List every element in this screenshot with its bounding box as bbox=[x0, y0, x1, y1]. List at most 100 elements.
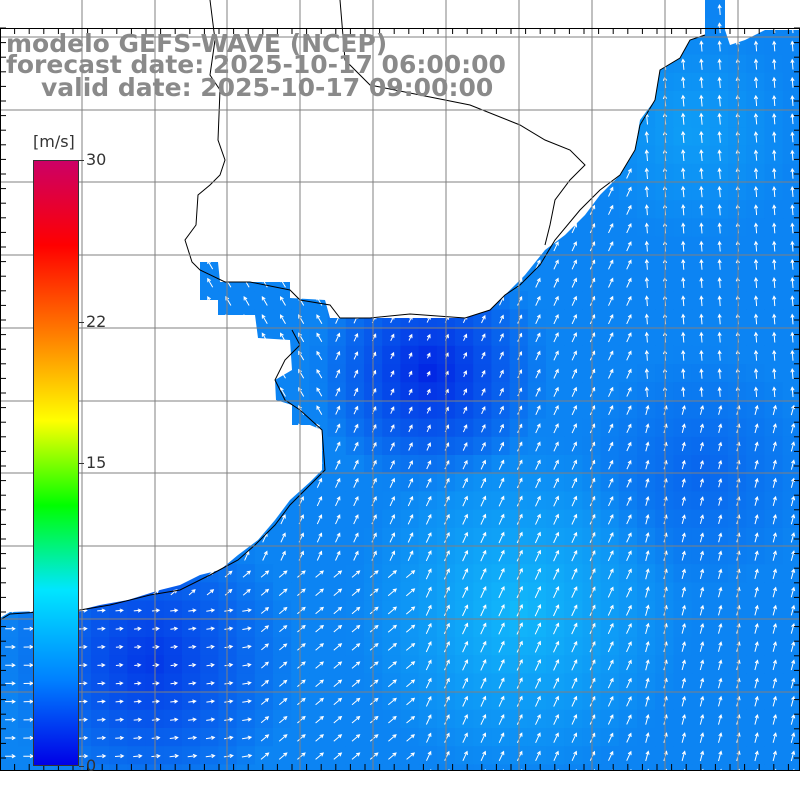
wind-speed-cell bbox=[218, 728, 238, 747]
wind-speed-cell bbox=[491, 637, 511, 656]
wind-speed-cell bbox=[491, 582, 511, 602]
wind-speed-cell bbox=[691, 327, 711, 347]
wind-arrow bbox=[553, 640, 560, 653]
wind-speed-cell bbox=[764, 455, 784, 474]
wind-arrow bbox=[699, 149, 704, 162]
wind-arrow bbox=[772, 441, 777, 452]
wind-speed-cell bbox=[200, 600, 219, 620]
wind-arrow bbox=[753, 368, 759, 379]
wind-speed-cell bbox=[691, 291, 711, 310]
wind-speed-cell bbox=[455, 509, 474, 529]
wind-arrow bbox=[444, 550, 450, 562]
wind-speed-cell bbox=[764, 546, 784, 565]
wind-speed-cell bbox=[618, 236, 638, 256]
wind-speed-cell bbox=[782, 200, 800, 219]
wind-speed-cell bbox=[673, 455, 693, 474]
wind-speed-cell bbox=[309, 655, 329, 674]
wind-arrow bbox=[699, 240, 704, 252]
wind-arrow bbox=[772, 732, 777, 743]
wind-speed-cell bbox=[618, 564, 638, 583]
wind-speed-cell bbox=[309, 746, 329, 765]
wind-speed-cell bbox=[327, 527, 347, 547]
wind-speed-cell bbox=[455, 491, 474, 511]
wind-speed-cell bbox=[473, 600, 492, 620]
wind-speed-cell bbox=[236, 564, 256, 583]
wind-speed-cell bbox=[782, 54, 800, 74]
wind-arrow bbox=[188, 663, 197, 668]
wind-speed-cell bbox=[782, 527, 800, 547]
wind-arrow bbox=[535, 332, 541, 343]
wind-arrow bbox=[571, 277, 577, 288]
wind-speed-cell bbox=[728, 236, 747, 256]
wind-arrow bbox=[316, 532, 323, 543]
wind-arrow bbox=[718, 423, 723, 434]
wind-arrow bbox=[608, 332, 614, 343]
wind-arrow bbox=[681, 677, 686, 689]
wind-speed-cell bbox=[782, 709, 800, 729]
wind-arrow bbox=[607, 641, 614, 653]
wind-arrow bbox=[535, 386, 541, 397]
wind-arrow bbox=[481, 333, 486, 342]
wind-speed-cell bbox=[782, 637, 800, 656]
wind-speed-cell bbox=[691, 546, 711, 565]
wind-arrow bbox=[607, 677, 614, 689]
wind-arrow bbox=[115, 735, 125, 741]
wind-speed-cell bbox=[709, 691, 729, 711]
wind-speed-cell bbox=[600, 491, 620, 511]
wind-speed-cell bbox=[564, 455, 583, 474]
wind-speed-cell bbox=[273, 746, 292, 765]
wind-speed-cell bbox=[709, 655, 729, 674]
wind-speed-cell bbox=[345, 527, 365, 547]
wind-arrow bbox=[644, 167, 649, 180]
wind-speed-cell bbox=[273, 564, 292, 583]
wind-arrow bbox=[790, 641, 796, 652]
wind-arrow bbox=[351, 715, 361, 724]
wind-speed-cell bbox=[18, 618, 37, 638]
wind-arrow bbox=[772, 277, 777, 288]
wind-arrow bbox=[717, 313, 722, 325]
wind-arrow bbox=[224, 717, 234, 722]
wind-arrow bbox=[499, 332, 504, 342]
wind-arrow bbox=[790, 368, 795, 379]
wind-arrow bbox=[96, 753, 107, 759]
wind-arrow bbox=[535, 459, 541, 470]
wind-arrow bbox=[188, 681, 197, 686]
wind-arrow bbox=[297, 643, 306, 651]
wind-speed-cell bbox=[764, 345, 784, 365]
wind-speed-cell bbox=[546, 728, 565, 747]
wind-speed-cell bbox=[418, 400, 438, 420]
wind-arrow bbox=[699, 459, 704, 470]
wind-speed-cell bbox=[709, 527, 729, 547]
wind-arrow bbox=[517, 350, 523, 360]
wind-arrow bbox=[790, 677, 796, 689]
wind-speed-cell bbox=[782, 618, 800, 638]
wind-speed-cell bbox=[546, 709, 565, 729]
wind-arrow bbox=[535, 713, 541, 725]
wind-speed-cell bbox=[691, 673, 711, 693]
wind-arrow bbox=[645, 622, 650, 635]
wind-arrow bbox=[754, 404, 759, 416]
wind-arrow bbox=[608, 495, 614, 507]
wind-arrow bbox=[753, 112, 759, 125]
wind-arrow bbox=[97, 608, 106, 613]
wind-arrow bbox=[645, 732, 650, 743]
wind-arrow bbox=[23, 626, 34, 631]
wind-speed-cell bbox=[18, 655, 37, 674]
wind-speed-cell bbox=[400, 418, 420, 438]
wind-arrow bbox=[335, 441, 341, 452]
wind-speed-cell bbox=[382, 491, 401, 511]
colorbar bbox=[33, 160, 79, 766]
wind-speed-cell bbox=[673, 382, 693, 401]
wind-arrow bbox=[499, 351, 504, 360]
wind-arrow bbox=[297, 679, 306, 687]
wind-arrow bbox=[498, 585, 505, 599]
wind-arrow bbox=[699, 677, 705, 689]
wind-speed-cell bbox=[618, 382, 638, 401]
wind-arrow bbox=[699, 386, 704, 397]
wind-arrow bbox=[97, 699, 106, 704]
wind-arrow bbox=[790, 331, 795, 343]
wind-arrow bbox=[280, 532, 286, 543]
wind-speed-cell bbox=[163, 746, 183, 765]
wind-arrow bbox=[681, 478, 686, 488]
wind-speed-cell bbox=[746, 291, 765, 310]
